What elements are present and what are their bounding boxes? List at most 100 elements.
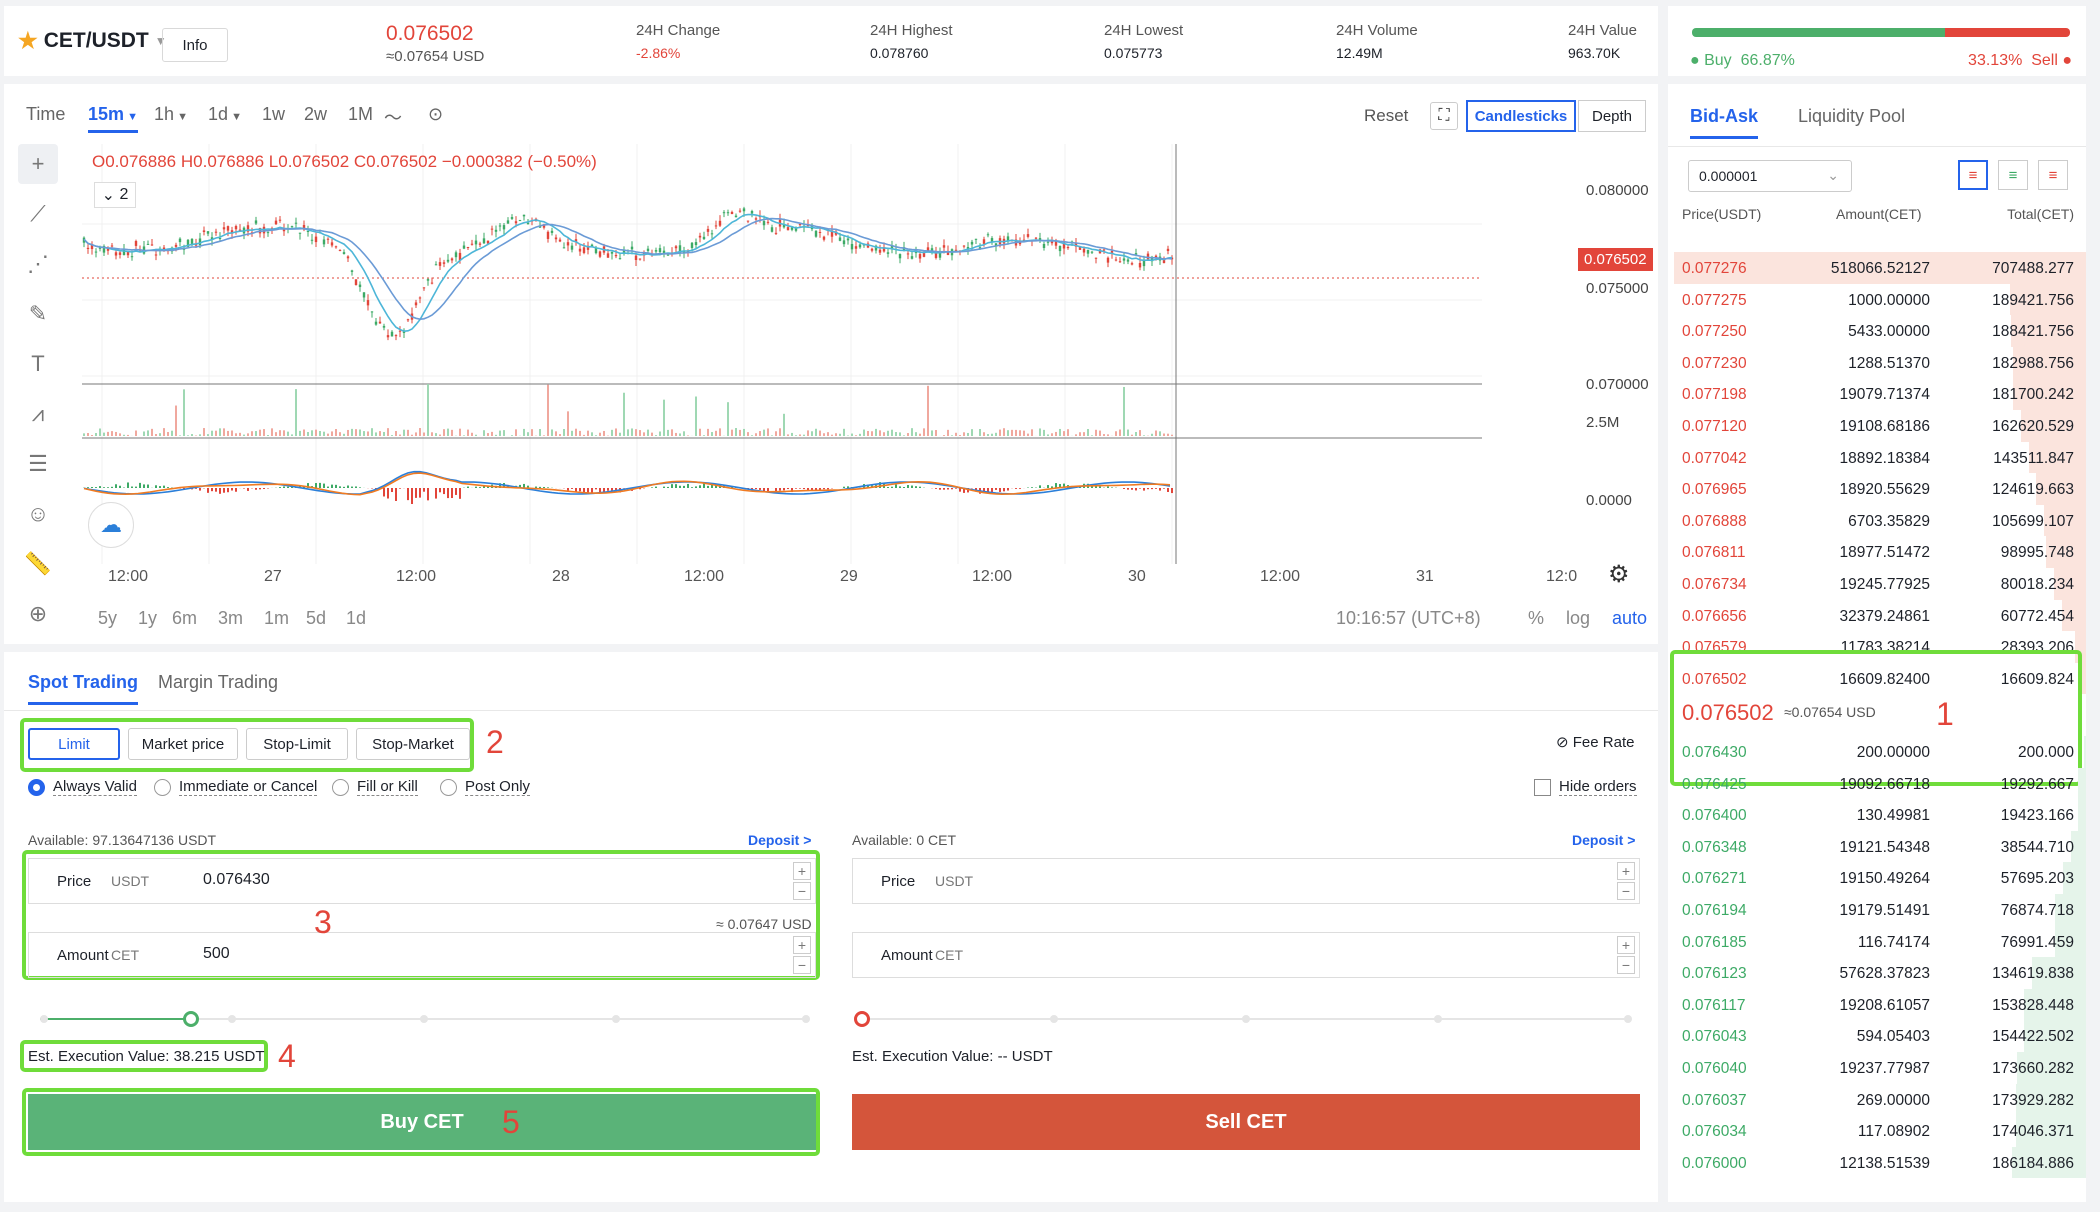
order-type-stop-market[interactable]: Stop-Market [356,728,470,760]
ask-row[interactable]: 0.077250 5433.00000 188421.756 [1668,315,2086,347]
ask-row[interactable]: 0.077275 1000.00000 189421.756 [1668,283,2086,316]
bid-row[interactable]: 0.076194 19179.51491 76874.718 [1668,894,2086,926]
view-both-icon[interactable]: ≡ [1958,160,1988,190]
buy-price-input[interactable]: 0.076430 [203,871,270,888]
increment-icon[interactable]: + [1617,936,1635,954]
indicator-icon[interactable]: ⊙ [428,104,444,124]
ask-row[interactable]: 0.076965 18920.55629 124619.663 [1668,473,2086,505]
tf-2w[interactable]: 2w [304,104,328,124]
slider-tick[interactable] [1050,1015,1058,1023]
tab-margin-trading[interactable]: Margin Trading [158,672,279,692]
slider-tick[interactable] [40,1015,48,1023]
radio-icon[interactable] [154,778,171,796]
ask-row[interactable]: 0.077276 518066.52127 707488.277 [1668,252,2086,284]
bid-row[interactable]: 0.076037 269.00000 173929.282 [1668,1083,2086,1116]
tif-post-only[interactable]: Post Only [440,778,531,796]
slider-knob[interactable] [182,1011,199,1027]
crosshair-icon[interactable]: + [18,144,58,184]
tf-1h[interactable]: 1h ▼ [154,104,188,124]
candlesticks-button[interactable]: Candlesticks [1466,100,1576,132]
slider-tick[interactable] [1434,1015,1442,1023]
tif-immediate-or-cancel[interactable]: Immediate or Cancel [154,778,318,796]
ask-row[interactable]: 0.076502 16609.82400 16609.824 [1668,662,2086,695]
radio-icon[interactable] [440,778,457,796]
slider-knob[interactable] [854,1011,870,1027]
decrement-icon[interactable]: − [793,882,811,900]
slider-tick[interactable] [1242,1015,1250,1023]
projection-icon[interactable]: ☰ [28,451,48,476]
buy-amount-slider[interactable] [40,1011,810,1027]
chart-settings-icon[interactable]: ⚙ [1608,561,1630,588]
slider-tick[interactable] [612,1015,620,1023]
order-type-stop-limit[interactable]: Stop-Limit [246,728,348,760]
bid-row[interactable]: 0.076425 19092.66718 19292.667 [1668,767,2086,800]
ask-row[interactable]: 0.076888 6703.35829 105699.107 [1668,504,2086,537]
increment-icon[interactable]: + [1617,862,1635,880]
tab-spot-trading[interactable]: Spot Trading [28,672,138,705]
sell-amount-field[interactable]: Amount CET + − [852,932,1640,978]
radio-icon[interactable] [332,778,349,796]
ask-row[interactable]: 0.076656 32379.24861 60772.454 [1668,599,2086,632]
bid-row[interactable]: 0.076123 57628.37823 134619.838 [1668,957,2086,989]
bid-row[interactable]: 0.076117 19208.61057 153828.448 [1668,988,2086,1021]
depth-button[interactable]: Depth [1578,100,1646,132]
bid-row[interactable]: 0.076185 116.74174 76991.459 [1668,925,2086,958]
bid-row[interactable]: 0.076040 19237.77987 173660.282 [1668,1052,2086,1084]
range-1y[interactable]: 1y [138,608,158,628]
buy-amount-field[interactable]: Amount CET 500 + − [28,932,816,978]
decrement-icon[interactable]: − [1617,882,1635,900]
ask-row[interactable]: 0.076811 18977.51472 98995.748 [1668,536,2086,568]
tab-bid-ask[interactable]: Bid-Ask [1690,106,1759,139]
auto-scale-toggle[interactable]: auto [1612,608,1648,628]
line-type-icon[interactable]: 〜 [384,108,402,128]
star-icon[interactable]: ★ [18,28,38,53]
tab-liquidity-pool[interactable]: Liquidity Pool [1798,106,1906,126]
bid-row[interactable]: 0.076043 594.05403 154422.502 [1668,1020,2086,1052]
range-1m[interactable]: 1m [264,608,290,628]
view-asks-icon[interactable]: ≡ [2038,160,2068,190]
fib-tool-icon[interactable]: ⋰ [27,251,49,276]
tif-fill-or-kill[interactable]: Fill or Kill [332,778,418,796]
tif-always-valid[interactable]: Always Valid [28,778,137,796]
emoji-icon[interactable]: ☺ [26,501,50,526]
tf-time[interactable]: Time [26,104,66,124]
zoom-in-icon[interactable]: ⊕ [28,601,48,626]
text-icon[interactable]: T [31,351,45,376]
trend-line-icon[interactable]: ⟋ [30,201,46,226]
fee-rate-link[interactable]: ⊘ Fee Rate [1556,734,1635,751]
slider-tick[interactable] [802,1015,810,1023]
fullscreen-icon[interactable]: ⛶ [1430,102,1458,130]
bid-row[interactable]: 0.076348 19121.54348 38544.710 [1668,830,2086,863]
slider-tick[interactable] [1624,1015,1632,1023]
buy-deposit-link[interactable]: Deposit > [748,832,812,848]
slider-tick[interactable] [420,1015,428,1023]
range-5y[interactable]: 5y [98,608,118,628]
range-1d[interactable]: 1d [346,608,367,628]
log-scale-toggle[interactable]: log [1566,608,1591,628]
range-3m[interactable]: 3m [218,608,244,628]
info-button[interactable]: Info [162,28,228,62]
checkbox-icon[interactable] [1534,778,1551,796]
sell-amount-slider[interactable] [854,1011,1632,1027]
bid-row[interactable]: 0.076034 117.08902 174046.371 [1668,1115,2086,1147]
range-5d[interactable]: 5d [306,608,327,628]
sell-deposit-link[interactable]: Deposit > [1572,832,1636,848]
buy-button[interactable]: Buy CET [28,1094,816,1150]
ask-row[interactable]: 0.077230 1288.51370 182988.756 [1668,346,2086,379]
tf-1M[interactable]: 1M [348,104,374,124]
ask-row[interactable]: 0.077198 19079.71374 181700.242 [1668,378,2086,410]
view-bids-icon[interactable]: ≡ [1998,160,2028,190]
order-type-market[interactable]: Market price [128,728,238,760]
range-6m[interactable]: 6m [172,608,198,628]
ask-row[interactable]: 0.077042 18892.18384 143511.847 [1668,441,2086,474]
tf-1d[interactable]: 1d ▼ [208,104,242,124]
reset-button[interactable]: Reset [1364,106,1409,125]
indicator-legend-toggle[interactable]: ⌄ 2 [94,182,136,208]
buy-amount-input[interactable]: 500 [203,945,230,962]
sell-button[interactable]: Sell CET [852,1094,1640,1150]
decrement-icon[interactable]: − [1617,956,1635,974]
percent-scale-toggle[interactable]: % [1528,608,1545,628]
order-type-limit[interactable]: Limit [28,728,120,760]
price-chart[interactable] [82,144,1572,614]
pattern-icon[interactable]: ⩘ [31,401,45,426]
